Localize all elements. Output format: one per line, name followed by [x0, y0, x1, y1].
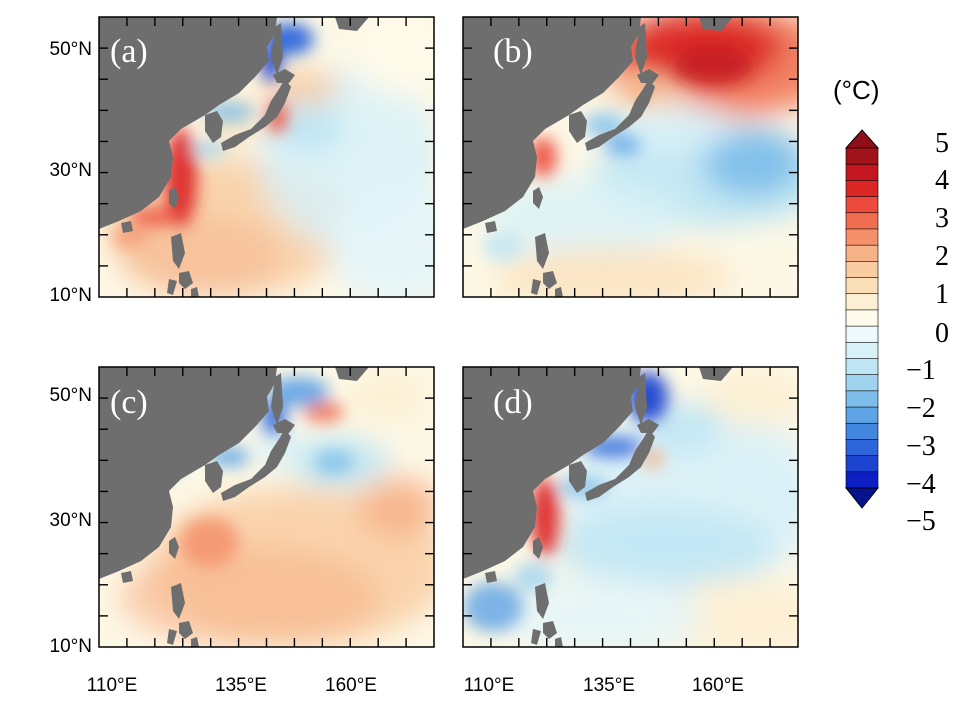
colorbar-arrow-bottom: [844, 487, 880, 509]
colorbar-swatch: [845, 471, 879, 489]
x-tick-label-110e-left: 110°E: [86, 675, 138, 696]
colorbar-swatch: [845, 374, 879, 392]
colorbar-swatch: [845, 244, 879, 263]
colorbar-swatch: [845, 406, 879, 425]
colorbar-swatch: [845, 196, 879, 214]
colorbar-label-1: 1: [935, 279, 949, 310]
colorbar-label-minus5: −5: [906, 506, 936, 537]
colorbar-swatch: [845, 228, 879, 246]
colorbar-swatch: [845, 147, 879, 165]
colorbar-swatch: [845, 422, 879, 441]
y-tick-label-30n-top: 30°N: [49, 160, 92, 181]
x-tick-label-135e-right: 135°E: [583, 675, 635, 696]
y-tick-label-10n-top: 10°N: [49, 285, 92, 306]
map-panel-a: [98, 16, 435, 298]
panel-label-a: (a): [110, 33, 148, 70]
map-panel-c: [98, 366, 435, 648]
colorbar-swatch: [845, 309, 879, 327]
colorbar-swatch: [845, 341, 879, 360]
x-tick-label-160e-right: 160°E: [692, 675, 744, 696]
colorbar-swatch: [845, 163, 879, 182]
colorbar-label-3: 3: [935, 203, 949, 234]
panel-label-b: (b): [493, 33, 533, 70]
colorbar-label-minus4: −4: [906, 469, 936, 500]
colorbar-swatch: [845, 390, 879, 408]
colorbar-arrow-top: [844, 129, 880, 149]
panel-label-d: (d): [493, 384, 533, 421]
colorbar-label-minus2: −2: [906, 393, 936, 424]
colorbar-label-minus1: −1: [906, 355, 936, 386]
colorbar-label-4: 4: [935, 165, 949, 196]
axis-ticks: [99, 17, 798, 647]
x-tick-label-160e-left: 160°E: [325, 675, 377, 696]
y-tick-label-50n-bottom: 50°N: [49, 385, 92, 406]
colorbar: [844, 129, 880, 509]
colorbar-label-minus3: −3: [906, 431, 936, 462]
panel-label-c: (c): [110, 384, 148, 421]
y-tick-label-50n-top: 50°N: [49, 39, 92, 60]
colorbar-swatch: [845, 358, 879, 376]
colorbar-swatch: [845, 180, 879, 198]
colorbar-title: (°C): [833, 75, 880, 105]
y-tick-label-10n-bottom: 10°N: [49, 636, 92, 657]
colorbar-label-2: 2: [935, 241, 949, 272]
y-tick-label-30n-bottom: 30°N: [49, 510, 92, 531]
colorbar-swatch: [845, 455, 879, 473]
colorbar-swatch: [845, 293, 879, 311]
colorbar-swatch: [845, 277, 879, 295]
colorbar-label-5: 5: [935, 128, 949, 159]
map-panel-b: [462, 16, 799, 298]
x-tick-label-110e-right: 110°E: [463, 675, 515, 696]
colorbar-swatch: [845, 212, 879, 230]
colorbar-swatch: [845, 261, 879, 279]
x-tick-label-135e-left: 135°E: [215, 675, 267, 696]
colorbar-swatch: [845, 439, 879, 457]
map-panel-d: [462, 366, 799, 648]
colorbar-swatch: [845, 325, 879, 344]
colorbar-label-0: 0: [935, 318, 949, 349]
